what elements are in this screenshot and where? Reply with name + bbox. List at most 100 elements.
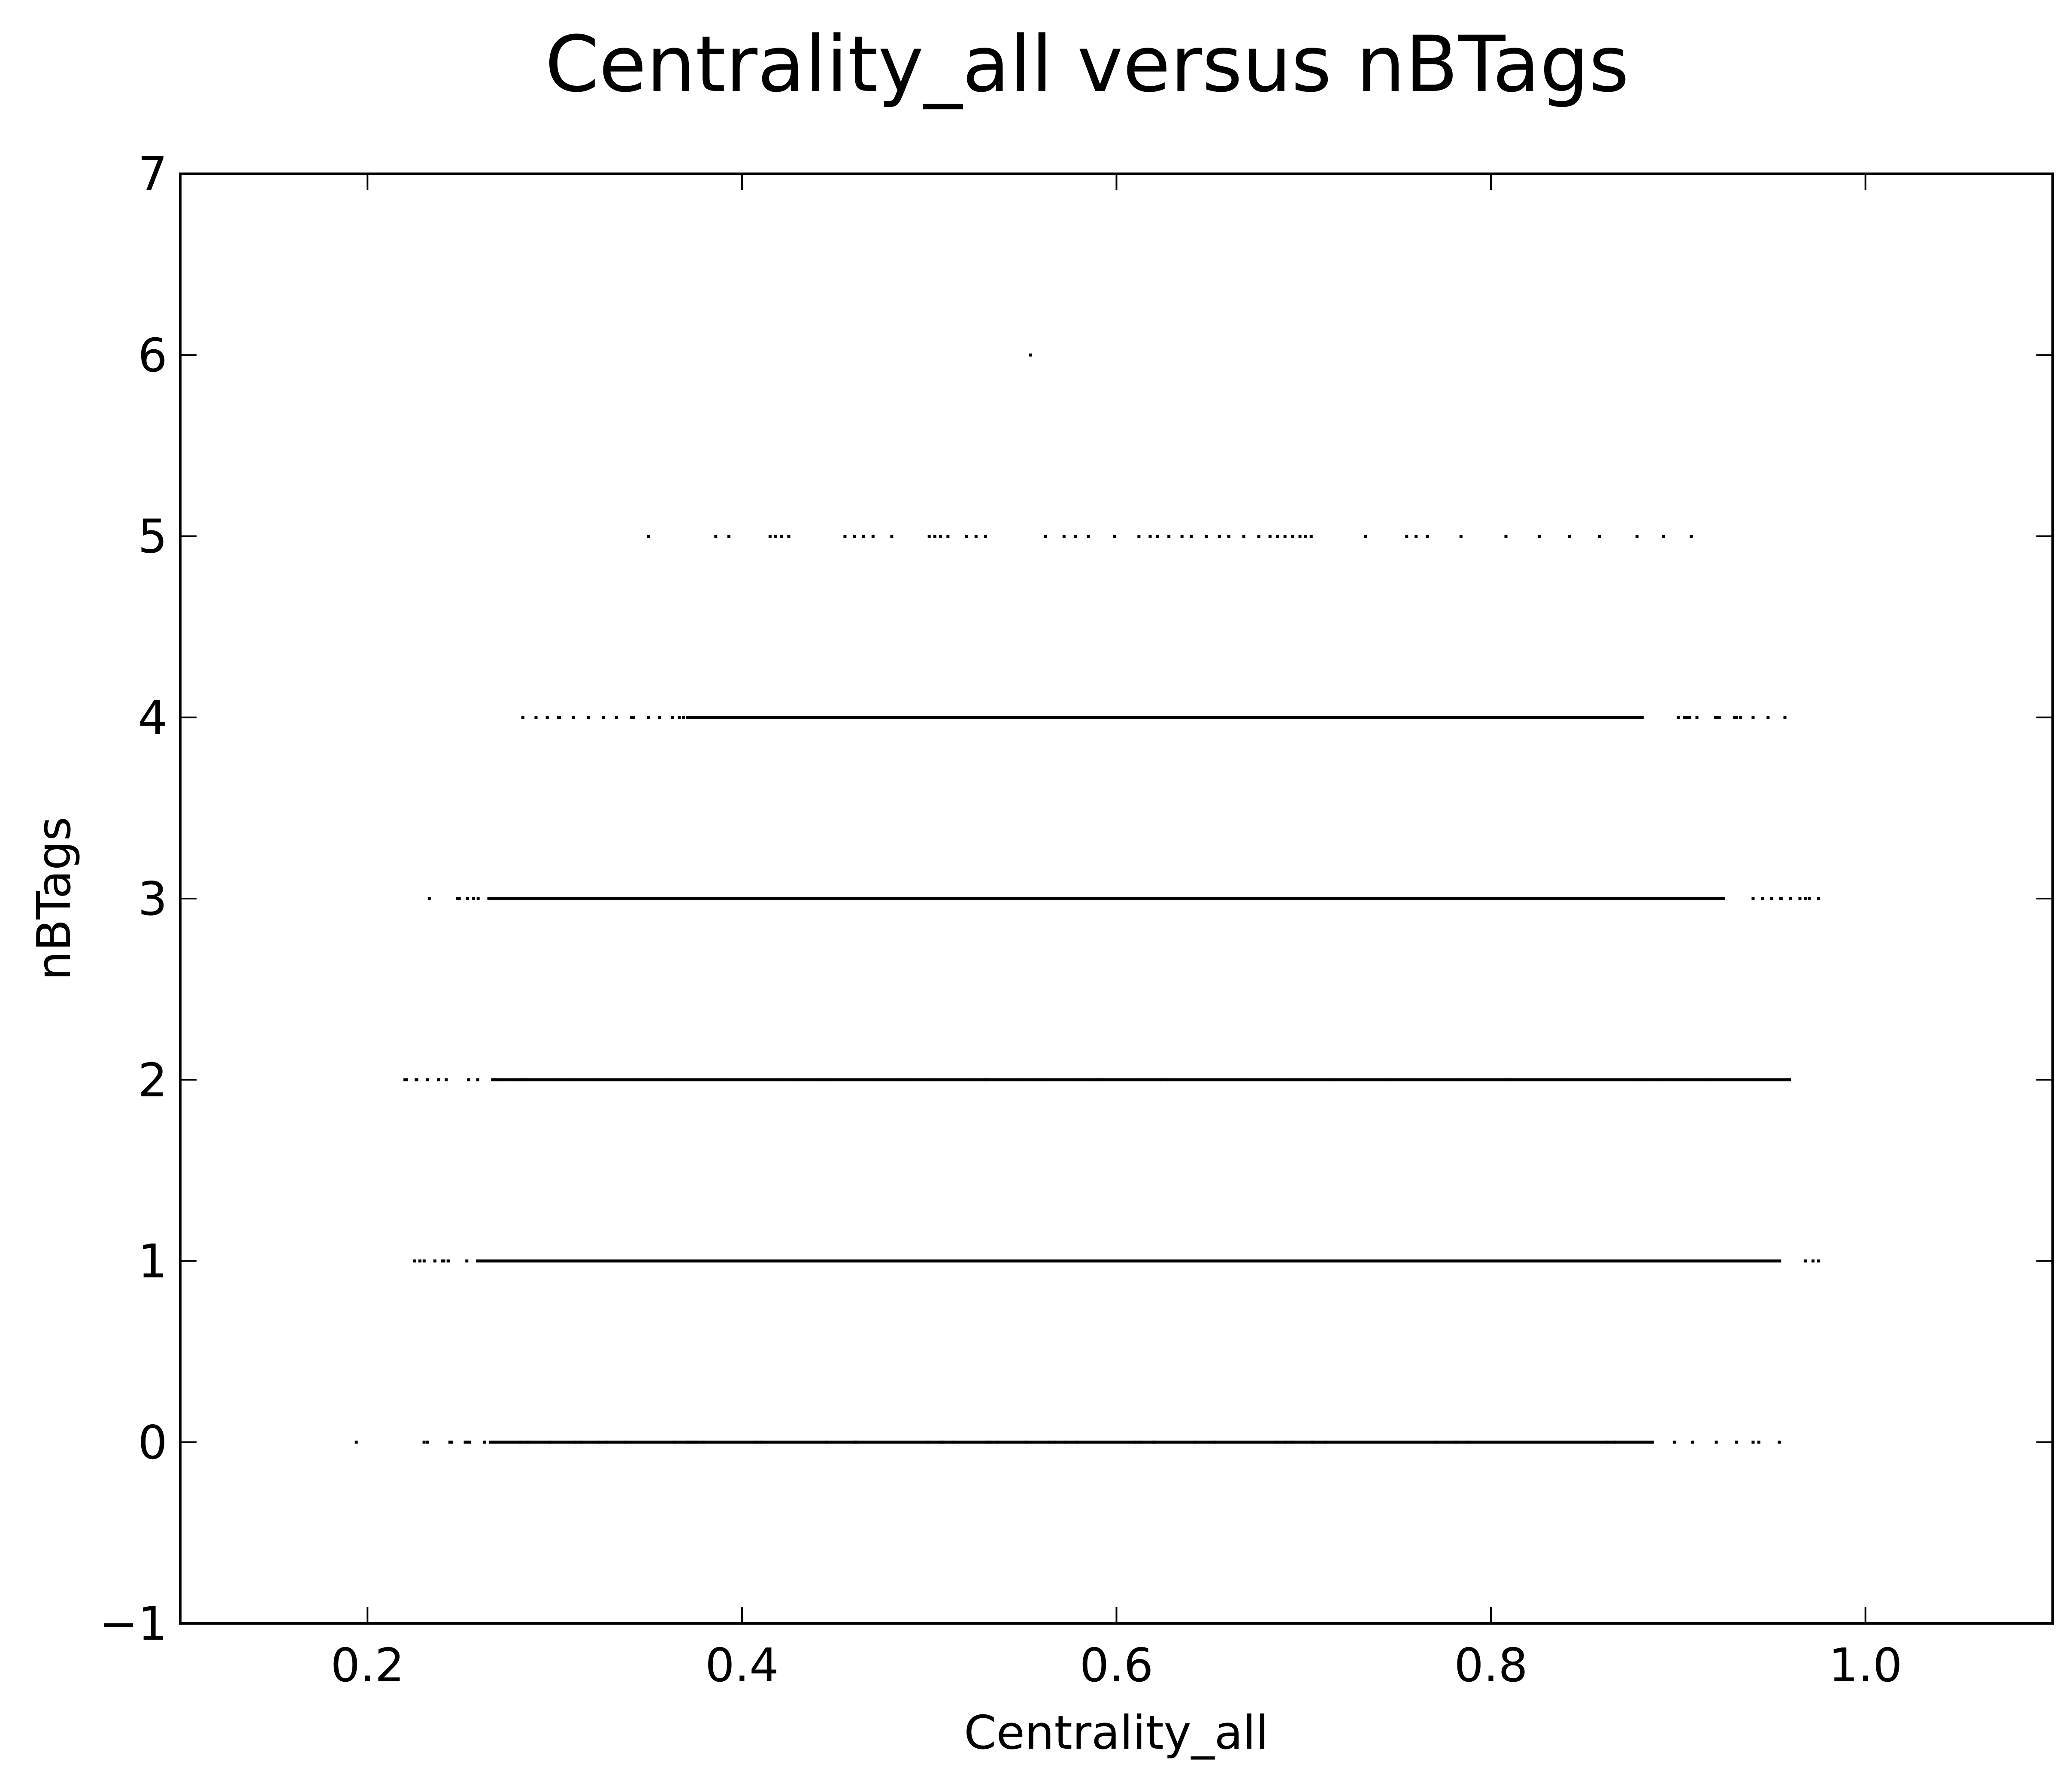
data-point [1456,897,1459,900]
data-point [1672,1441,1676,1444]
data-point [812,716,815,719]
data-point [967,1078,971,1081]
data-point [1634,1259,1637,1262]
data-point [633,1078,637,1081]
data-point [986,897,990,900]
data-point [1087,535,1090,538]
data-point [1671,1259,1675,1262]
data-point [1598,535,1601,538]
data-point [617,1259,621,1262]
data-point [1505,1078,1508,1081]
data-point [1212,1441,1216,1444]
data-point [1448,1259,1451,1262]
data-point [1284,1441,1287,1444]
data-point [658,716,661,719]
data-point [1076,897,1080,900]
scatter-marks [354,353,1821,1444]
data-point [1064,1441,1067,1444]
data-point [1199,897,1202,900]
data-point [1788,1078,1791,1081]
data-point [1343,897,1346,900]
data-point [1441,716,1444,719]
data-point [573,1441,576,1444]
data-point [787,535,791,538]
data-point [1138,1441,1141,1444]
data-point [632,716,635,719]
data-point [1275,1441,1278,1444]
data-point [1039,897,1043,900]
data-point [534,716,538,719]
x-tick-label: 0.6 [1080,1639,1154,1692]
data-point [977,897,980,900]
data-point [441,1259,444,1262]
data-point-band [686,716,1641,719]
data-point [1260,897,1263,900]
data-point [745,1259,748,1262]
data-point [1334,897,1337,900]
data-point [654,897,657,900]
data-point [1715,1441,1718,1444]
data-point [754,1441,757,1444]
data-point [780,535,783,538]
data-point [778,1078,782,1081]
data-point [1167,1259,1170,1262]
data-point [1187,716,1190,719]
y-tick-label: 6 [138,329,167,382]
data-point [927,535,931,538]
data-point [1756,1259,1759,1262]
x-tick-label: 0.2 [330,1639,404,1692]
data-point [647,535,650,538]
data-point [1045,897,1048,900]
data-point [472,897,476,900]
data-point [1242,535,1245,538]
data-point [1158,1078,1162,1081]
data-point [946,535,950,538]
data-point [870,716,873,719]
data-point [915,1259,918,1262]
data-point [1297,1078,1301,1081]
data-point [673,1441,676,1444]
data-point [1142,716,1146,719]
data-point [735,1259,739,1262]
data-point [527,1259,531,1262]
y-tick-label: 0 [138,1416,167,1470]
data-point [890,535,894,538]
data-point [1101,897,1105,900]
data-point [1783,716,1787,719]
data-point [1101,1078,1104,1081]
data-point [1568,535,1571,538]
data-point-band [491,1078,1791,1081]
data-point [906,897,909,900]
data-point [1243,1078,1246,1081]
data-point [867,1259,870,1262]
data-point [965,535,968,538]
data-point [1086,1078,1090,1081]
data-point [768,535,772,538]
data-point [1688,716,1691,719]
data-point [519,1078,523,1081]
data-point [1191,1259,1195,1262]
data-point-band [489,1441,1654,1444]
data-point [1676,716,1680,719]
data-point [1136,897,1139,900]
data-point [931,1078,934,1081]
data-point [906,1078,909,1081]
y-tick-label: 1 [138,1235,167,1289]
data-point [403,1078,407,1081]
data-point [1061,897,1065,900]
data-point [1563,1078,1567,1081]
data-point [1227,535,1230,538]
data-point [1735,1441,1738,1444]
data-point [1032,1259,1036,1262]
data-point [422,1259,426,1262]
data-point [1368,897,1372,900]
data-point [418,1259,421,1262]
data-point [1199,716,1202,719]
data-point [1691,1441,1694,1444]
data-point [1235,1259,1239,1262]
data-point [974,535,978,538]
data-point [556,1078,559,1081]
data-point [630,716,633,719]
data-point [1613,1441,1616,1444]
data-point [1695,716,1699,719]
